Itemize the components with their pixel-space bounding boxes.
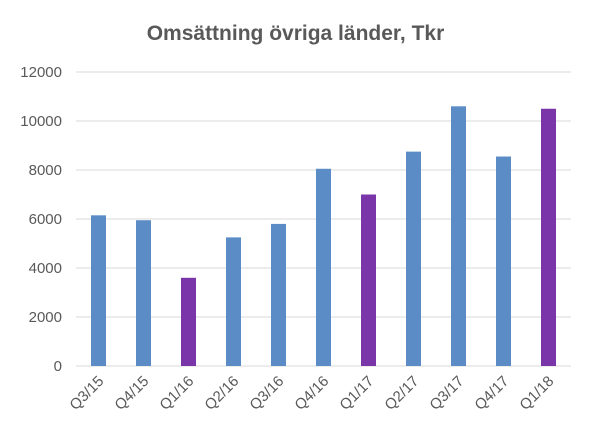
bar-q3-15 (91, 215, 106, 366)
x-tick-label: Q4/17 (471, 373, 512, 414)
y-tick-label: 12000 (20, 64, 62, 81)
bar-q1-18 (541, 108, 556, 366)
x-tick-label: Q2/16 (201, 373, 242, 414)
y-tick-label: 8000 (29, 162, 62, 179)
x-axis-tick-labels: Q3/15 Q4/15 Q1/16 Q2/16 Q3/16 Q4/16 Q1/17 Q2/17… (66, 373, 557, 414)
x-tick-label: Q1/18 (516, 373, 557, 414)
x-tick-label: Q1/16 (156, 373, 197, 414)
y-tick-label: 2000 (29, 309, 62, 326)
y-tick-label: 10000 (20, 113, 62, 130)
y-tick-label: 0 (54, 358, 62, 375)
x-tick-label: Q2/17 (381, 373, 422, 414)
bar-q2-16 (226, 237, 241, 366)
x-tick-label: Q3/15 (66, 373, 107, 414)
chart-title: Omsättning övriga länder, Tkr (147, 22, 445, 45)
bars (91, 106, 556, 367)
y-tick-label: 4000 (29, 260, 62, 277)
y-tick-label: 6000 (29, 211, 62, 228)
x-tick-label: Q3/17 (426, 373, 467, 414)
bar-q1-17 (361, 194, 376, 366)
bar-q1-16 (181, 277, 196, 366)
x-tick-label: Q4/15 (111, 373, 152, 414)
bar-q4-15 (136, 220, 151, 366)
y-axis-tick-labels: 0 2000 4000 6000 8000 10000 12000 (20, 64, 62, 375)
x-tick-label: Q3/16 (246, 373, 287, 414)
x-tick-label: Q4/16 (291, 373, 332, 414)
bar-q3-17 (451, 106, 466, 367)
bar-q2-17 (406, 151, 421, 366)
bar-q4-16 (316, 168, 331, 366)
bar-q3-16 (271, 223, 286, 366)
x-tick-label: Q1/17 (336, 373, 377, 414)
bar-q4-17 (496, 156, 511, 366)
